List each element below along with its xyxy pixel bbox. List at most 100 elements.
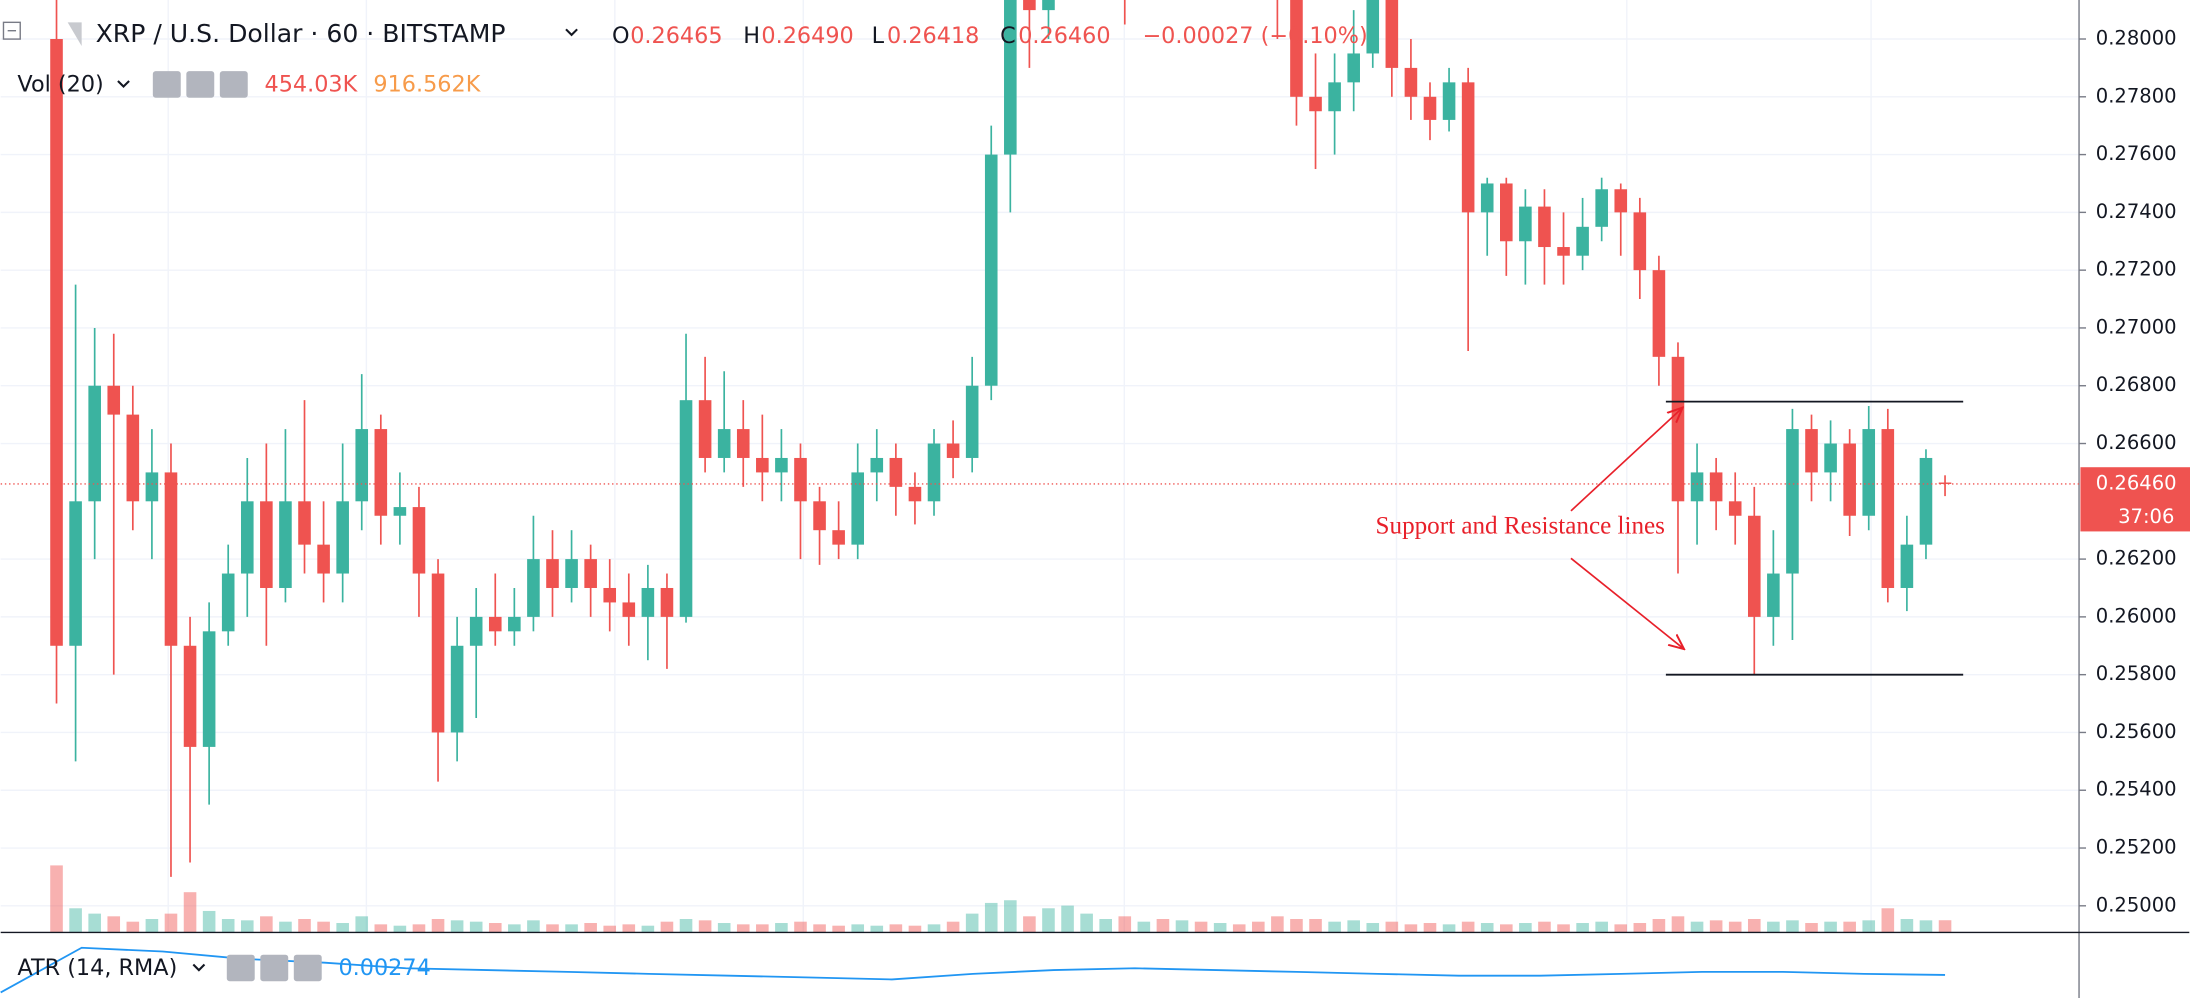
volume-bar [1747,918,1761,933]
candle-body [851,472,865,545]
volume-bar [1461,921,1475,933]
candle-body [1709,472,1723,502]
volume-bar [1137,921,1151,933]
volume-bar [527,920,540,933]
volume-bar [1099,918,1112,933]
atr-value: 0.00274 [338,955,430,981]
candle-body [393,507,407,516]
candle-body [1728,501,1742,516]
volume-bar [164,913,178,933]
volume-bar [1728,921,1742,933]
volume-bar [1232,924,1246,933]
candle-body [107,385,121,415]
volume-bar [1347,920,1360,933]
volume-bar [546,924,559,933]
volume-bar [1805,923,1818,933]
remove-button[interactable] [293,954,322,982]
candle-body [603,587,617,603]
candle-body [431,573,445,733]
candle-body [355,429,369,502]
candle-body [1881,429,1895,588]
candle-body [1786,429,1799,574]
volume-bar [1290,918,1303,933]
volume-bar [1881,908,1895,933]
candle-body [679,400,693,617]
ohlc-c-value: 0.26460 [1018,23,1110,49]
settings-button[interactable] [186,71,215,98]
candle-body [1690,472,1704,502]
candle-body [984,154,998,386]
volume-bar [1385,921,1399,933]
candle-body [1747,515,1761,617]
candle-body [1862,429,1876,516]
atr-pane [0,946,1946,994]
volume-bar [1042,908,1055,933]
eye-button[interactable] [226,954,255,982]
y-tick-label: 0.26000 [2096,604,2177,627]
candle-body [698,400,712,458]
countdown: 37:06 [2118,505,2174,528]
candle-body [946,443,960,458]
candle-body [50,39,63,646]
candle-body [813,501,826,531]
candle-body [1652,270,1666,357]
volume-bar [1252,921,1265,933]
ohlc-o: O [612,23,630,49]
atr-label[interactable]: ATR (14, RMA) [17,955,177,981]
volume-bar [870,925,884,933]
volume-bar [851,924,865,933]
candle-body [546,559,559,588]
eye-button[interactable] [152,71,181,98]
settings-button[interactable] [260,954,289,982]
candle-body [1633,212,1647,271]
arrow [1570,557,1684,649]
candle-body [965,385,979,458]
collapse-icon[interactable] [2,21,21,40]
y-tick-label: 0.27000 [2096,315,2177,338]
candle-body [1461,82,1475,213]
volume-bar [1194,921,1208,933]
volume-label[interactable]: Vol (20) [17,72,103,98]
volume-bar [1786,920,1799,933]
remove-button[interactable] [219,71,248,98]
volume-bar [1328,921,1341,933]
candle-body [927,443,941,502]
volume-bar [50,865,63,933]
volume-bar [1004,900,1017,933]
volume-bar [1824,921,1837,933]
candle-body [717,429,731,458]
candle-body [1671,356,1685,502]
candle-body [527,559,540,617]
volume-bar [1538,921,1551,933]
volume-bar [1900,918,1914,933]
y-tick-label: 0.25800 [2096,662,2177,685]
annotation-text: Support and Resistance lines [1376,512,1665,539]
candle-body [565,559,578,588]
volume-bar [813,924,826,933]
ohlc-h: H [743,23,760,49]
volume-bar [717,923,731,933]
candle-body [374,429,388,516]
volume-bar [1156,918,1170,933]
candle-body [183,645,197,747]
y-tick-label: 0.27400 [2096,200,2177,223]
volume-bar [1271,916,1284,933]
volume-bar [1366,923,1380,933]
volume-bar [1614,924,1628,933]
symbol-icon [67,22,82,47]
volume-bar [1862,920,1876,933]
candle-body [889,457,903,487]
candle-body [317,544,330,574]
y-tick-label: 0.25600 [2096,720,2177,743]
volume-bar [1709,920,1723,933]
volume-bar [1023,916,1036,933]
volume-bar [202,910,216,933]
candle-body [1042,0,1055,11]
volume-bar [107,916,121,933]
candle-body [126,414,140,502]
candle-body [1404,67,1418,97]
symbol-title[interactable]: XRP / U.S. Dollar · 60 · BITSTAMP [96,19,506,48]
volume-bar [1652,918,1666,933]
volume-bar [794,921,807,933]
volume-bar [469,921,483,933]
